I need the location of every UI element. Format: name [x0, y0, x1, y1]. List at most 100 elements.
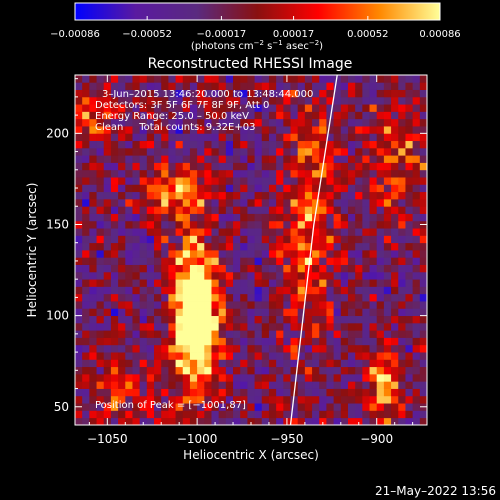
heatmap-cell	[312, 177, 320, 185]
heatmap-cell	[146, 366, 155, 375]
heatmap-cell	[197, 155, 205, 163]
heatmap-cell	[233, 228, 241, 236]
heatmap-cell	[182, 198, 191, 207]
heatmap-cell	[326, 133, 335, 142]
heatmap-cell	[110, 271, 119, 280]
heatmap-cell	[340, 89, 349, 98]
heatmap-cell	[319, 250, 327, 258]
heatmap-cell	[268, 220, 277, 229]
heatmap-cell	[218, 373, 227, 382]
heatmap-cell	[89, 271, 97, 280]
heatmap-cell	[398, 118, 406, 127]
heatmap-cell	[276, 147, 284, 156]
heatmap-cell	[319, 75, 327, 83]
heatmap-cell	[75, 366, 83, 375]
heatmap-cell	[175, 395, 184, 404]
heatmap-cell	[146, 315, 155, 324]
heatmap-cell	[154, 410, 162, 419]
heatmap-cell	[283, 147, 291, 156]
heatmap-cell	[154, 308, 162, 317]
heatmap-cell	[154, 133, 162, 142]
heatmap-cell	[376, 373, 385, 382]
heatmap-cell	[197, 388, 205, 397]
heatmap-cell	[146, 169, 155, 178]
heatmap-cell	[125, 169, 133, 178]
heatmap-cell	[355, 417, 363, 425]
heatmap-cell	[96, 147, 105, 156]
heatmap-cell	[161, 366, 169, 375]
heatmap-cell	[254, 337, 263, 346]
heatmap-cell	[139, 373, 148, 382]
heatmap-cell	[154, 96, 162, 105]
heatmap-cell	[125, 140, 133, 149]
heatmap-cell	[204, 315, 212, 324]
heatmap-cell	[383, 381, 392, 389]
heatmap-cell	[276, 410, 284, 419]
heatmap-cell	[383, 111, 392, 120]
heatmap-cell	[211, 410, 220, 419]
heatmap-cell	[304, 147, 313, 156]
heatmap-cell	[268, 315, 277, 324]
heatmap-cell	[326, 169, 335, 178]
heatmap-cell	[391, 330, 399, 338]
heatmap-cell	[211, 206, 220, 214]
heatmap-cell	[118, 75, 126, 83]
heatmap-cell	[261, 96, 270, 105]
heatmap-cell	[405, 147, 414, 156]
heatmap-cell	[154, 352, 162, 360]
heatmap-cell	[211, 191, 220, 200]
heatmap-cell	[161, 410, 169, 419]
heatmap-cell	[125, 250, 133, 258]
heatmap-cell	[347, 155, 356, 163]
heatmap-cell	[419, 279, 427, 287]
heatmap-cell	[218, 359, 227, 368]
heatmap-cell	[398, 111, 406, 120]
heatmap-cell	[369, 220, 378, 229]
heatmap-cell	[412, 337, 421, 346]
heatmap-cell	[168, 133, 176, 142]
heatmap-cell	[161, 308, 169, 317]
heatmap-cell	[247, 286, 255, 295]
heatmap-cell	[290, 373, 299, 382]
heatmap-cell	[383, 96, 392, 105]
x-tick-label: −900	[360, 432, 393, 446]
heatmap-cell	[254, 169, 263, 178]
heatmap-cell	[369, 373, 378, 382]
heatmap-cell	[204, 220, 212, 229]
heatmap-cell	[118, 198, 126, 207]
heatmap-cell	[297, 388, 306, 397]
heatmap-cell	[391, 96, 399, 105]
heatmap-cell	[362, 206, 370, 214]
heatmap-cell	[161, 191, 169, 200]
heatmap-cell	[312, 286, 320, 295]
heatmap-cell	[225, 191, 234, 200]
heatmap-cell	[326, 147, 335, 156]
heatmap-cell	[376, 220, 385, 229]
heatmap-cell	[297, 147, 306, 156]
heatmap-cell	[110, 293, 119, 302]
heatmap-cell	[182, 177, 191, 185]
heatmap-cell	[261, 140, 270, 149]
heatmap-cell	[82, 177, 90, 185]
heatmap-cell	[340, 344, 349, 353]
heatmap-cell	[419, 242, 427, 251]
heatmap-cell	[110, 257, 119, 265]
heatmap-cell	[283, 395, 291, 404]
heatmap-cell	[369, 198, 378, 207]
heatmap-cell	[412, 184, 421, 193]
heatmap-cell	[276, 271, 284, 280]
heatmap-cell	[405, 242, 414, 251]
heatmap-cell	[75, 89, 83, 98]
heatmap-cell	[218, 228, 227, 236]
heatmap-cell	[405, 308, 414, 317]
heatmap-cell	[168, 373, 176, 382]
heatmap-cell	[75, 250, 83, 258]
heatmap-cell	[247, 140, 255, 149]
heatmap-cell	[110, 140, 119, 149]
heatmap-cell	[233, 140, 241, 149]
heatmap-cell	[103, 213, 112, 222]
heatmap-cell	[182, 169, 191, 178]
heatmap-cell	[189, 242, 198, 251]
